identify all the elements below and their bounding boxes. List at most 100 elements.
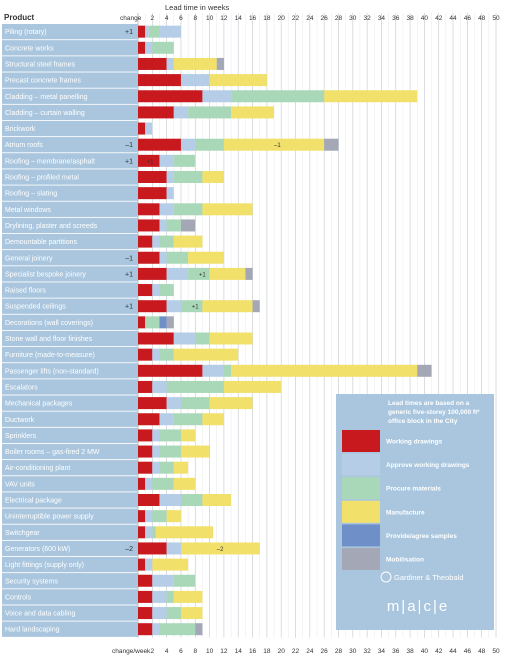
bar-segment-man <box>202 300 253 313</box>
bar-segment-man <box>209 74 267 87</box>
bar-segment-man <box>173 461 189 474</box>
bar-segment-mob <box>166 316 174 329</box>
row-band <box>2 137 138 153</box>
bar-segment-awd <box>159 251 167 264</box>
row-label: Demountable partitions <box>5 239 77 246</box>
row-label: Air-conditioning plant <box>5 465 70 472</box>
bar-segment-man <box>202 494 232 506</box>
legend-items: Working drawings Approve working drawings… <box>342 430 470 570</box>
bar-segment-wd <box>138 300 167 313</box>
bar-segment-wd <box>138 413 160 426</box>
tick-label-bottom: 10 <box>206 648 214 655</box>
row-band <box>2 492 138 508</box>
legend-swatch-awd <box>342 453 380 476</box>
bar-segment-wd <box>138 122 146 135</box>
tick-label-bottom: 18 <box>263 648 271 655</box>
bar-segment-wd <box>138 429 153 442</box>
legend-brand-2: m|a|c|e <box>387 598 449 615</box>
tick-label-top: 48 <box>478 15 486 22</box>
bar-segment-man <box>180 445 210 458</box>
legend-swatch-man <box>342 500 380 523</box>
legend-swatch-mob <box>342 548 380 570</box>
bar-segment-mob <box>195 623 203 636</box>
change-value: +1 <box>125 304 133 311</box>
row-band <box>2 282 138 298</box>
tick-label-bottom: 32 <box>364 648 372 655</box>
bar-segment-wd <box>138 348 153 361</box>
bar-segment-awd <box>152 429 160 442</box>
bar-segment-wd <box>138 90 203 103</box>
row-label: Switchgear <box>5 530 40 537</box>
row-band <box>2 169 138 185</box>
bar-segment-wd <box>138 397 167 410</box>
tick-labels: 2244668810101212141416161818202022222424… <box>151 15 500 655</box>
row-label: Specialist bespoke joinery <box>5 271 86 278</box>
bar-segment-wd <box>138 235 153 248</box>
tick-label-top: 24 <box>306 15 314 22</box>
bar-segment-pm <box>180 397 210 410</box>
row-band <box>2 330 138 347</box>
row-band <box>2 556 138 573</box>
row-band <box>2 605 138 621</box>
bar-segment-man <box>209 397 253 410</box>
bar-segment-man <box>152 558 189 571</box>
tick-label-top: 10 <box>206 15 214 22</box>
row-label: Passenger lifts (non-standard) <box>5 368 99 375</box>
tick-label-top: 28 <box>335 15 343 22</box>
tick-label-bottom: 50 <box>492 648 500 655</box>
bar-segment-wd <box>138 251 160 264</box>
row-label: Furniture (made-to-measure) <box>5 352 95 359</box>
row-label: Metal windows <box>5 207 51 214</box>
change-value: +1 <box>125 29 133 36</box>
bar-segment-pm <box>152 510 167 523</box>
bar-segment-pm <box>173 171 203 183</box>
legend-brand-1: Gardiner & Theobald <box>394 573 464 582</box>
tick-label-top: 16 <box>249 15 257 22</box>
change-value: –2 <box>125 546 133 553</box>
row-band <box>2 266 138 282</box>
legend-note-line-3: office block in the City <box>388 418 458 425</box>
bar-segment-mob <box>324 138 339 151</box>
tick-label-bottom: 14 <box>235 648 243 655</box>
tick-label-top: 42 <box>435 15 443 22</box>
bar-segment-wd <box>138 74 181 87</box>
tick-label-top: 46 <box>464 15 472 22</box>
tick-label-top: 44 <box>449 15 457 22</box>
row-label: Stone wall and floor finishes <box>5 336 93 343</box>
row-band <box>2 40 138 56</box>
row-band <box>2 120 138 137</box>
bar-note: +1 <box>199 272 207 278</box>
row-band <box>2 476 138 492</box>
bar-segment-wd <box>138 25 146 38</box>
tick-label-bottom: 48 <box>478 648 486 655</box>
bar-segment-awd <box>152 348 160 361</box>
bar-segment-awd <box>145 25 149 38</box>
bar-segment-awd <box>152 574 174 587</box>
row-band <box>2 153 138 169</box>
legend-label-wd: Working drawings <box>386 439 443 446</box>
row-label: Drylining, plaster and screeds <box>5 223 98 230</box>
bar-segment-man <box>173 590 203 603</box>
bar-note: –2 <box>217 547 224 553</box>
bar-segment-awd <box>202 90 232 103</box>
bar-segment-awd <box>166 542 181 555</box>
bar-note: +1 <box>147 159 155 165</box>
bar-segment-pm <box>152 41 174 54</box>
bar-segment-awd <box>159 494 181 506</box>
bar-segment-pm <box>173 574 196 587</box>
legend-swatch-pm <box>342 477 380 500</box>
row-band <box>2 427 138 444</box>
bar-segment-pm <box>173 413 203 426</box>
tick-label-bottom: 2 <box>151 648 155 655</box>
row-label: Escalators <box>5 384 38 391</box>
bar-segment-awd <box>166 171 174 183</box>
row-label: Brickwork <box>5 126 36 133</box>
legend-label-pm: Procure materials <box>386 486 441 493</box>
bar-segment-pm <box>166 380 224 393</box>
row-band <box>2 379 138 395</box>
bar-segment-man <box>180 542 260 555</box>
tick-label-bottom: 30 <box>349 648 357 655</box>
bar-segment-awd <box>152 623 160 636</box>
row-band <box>2 185 138 201</box>
row-label: Concrete works <box>5 45 54 52</box>
